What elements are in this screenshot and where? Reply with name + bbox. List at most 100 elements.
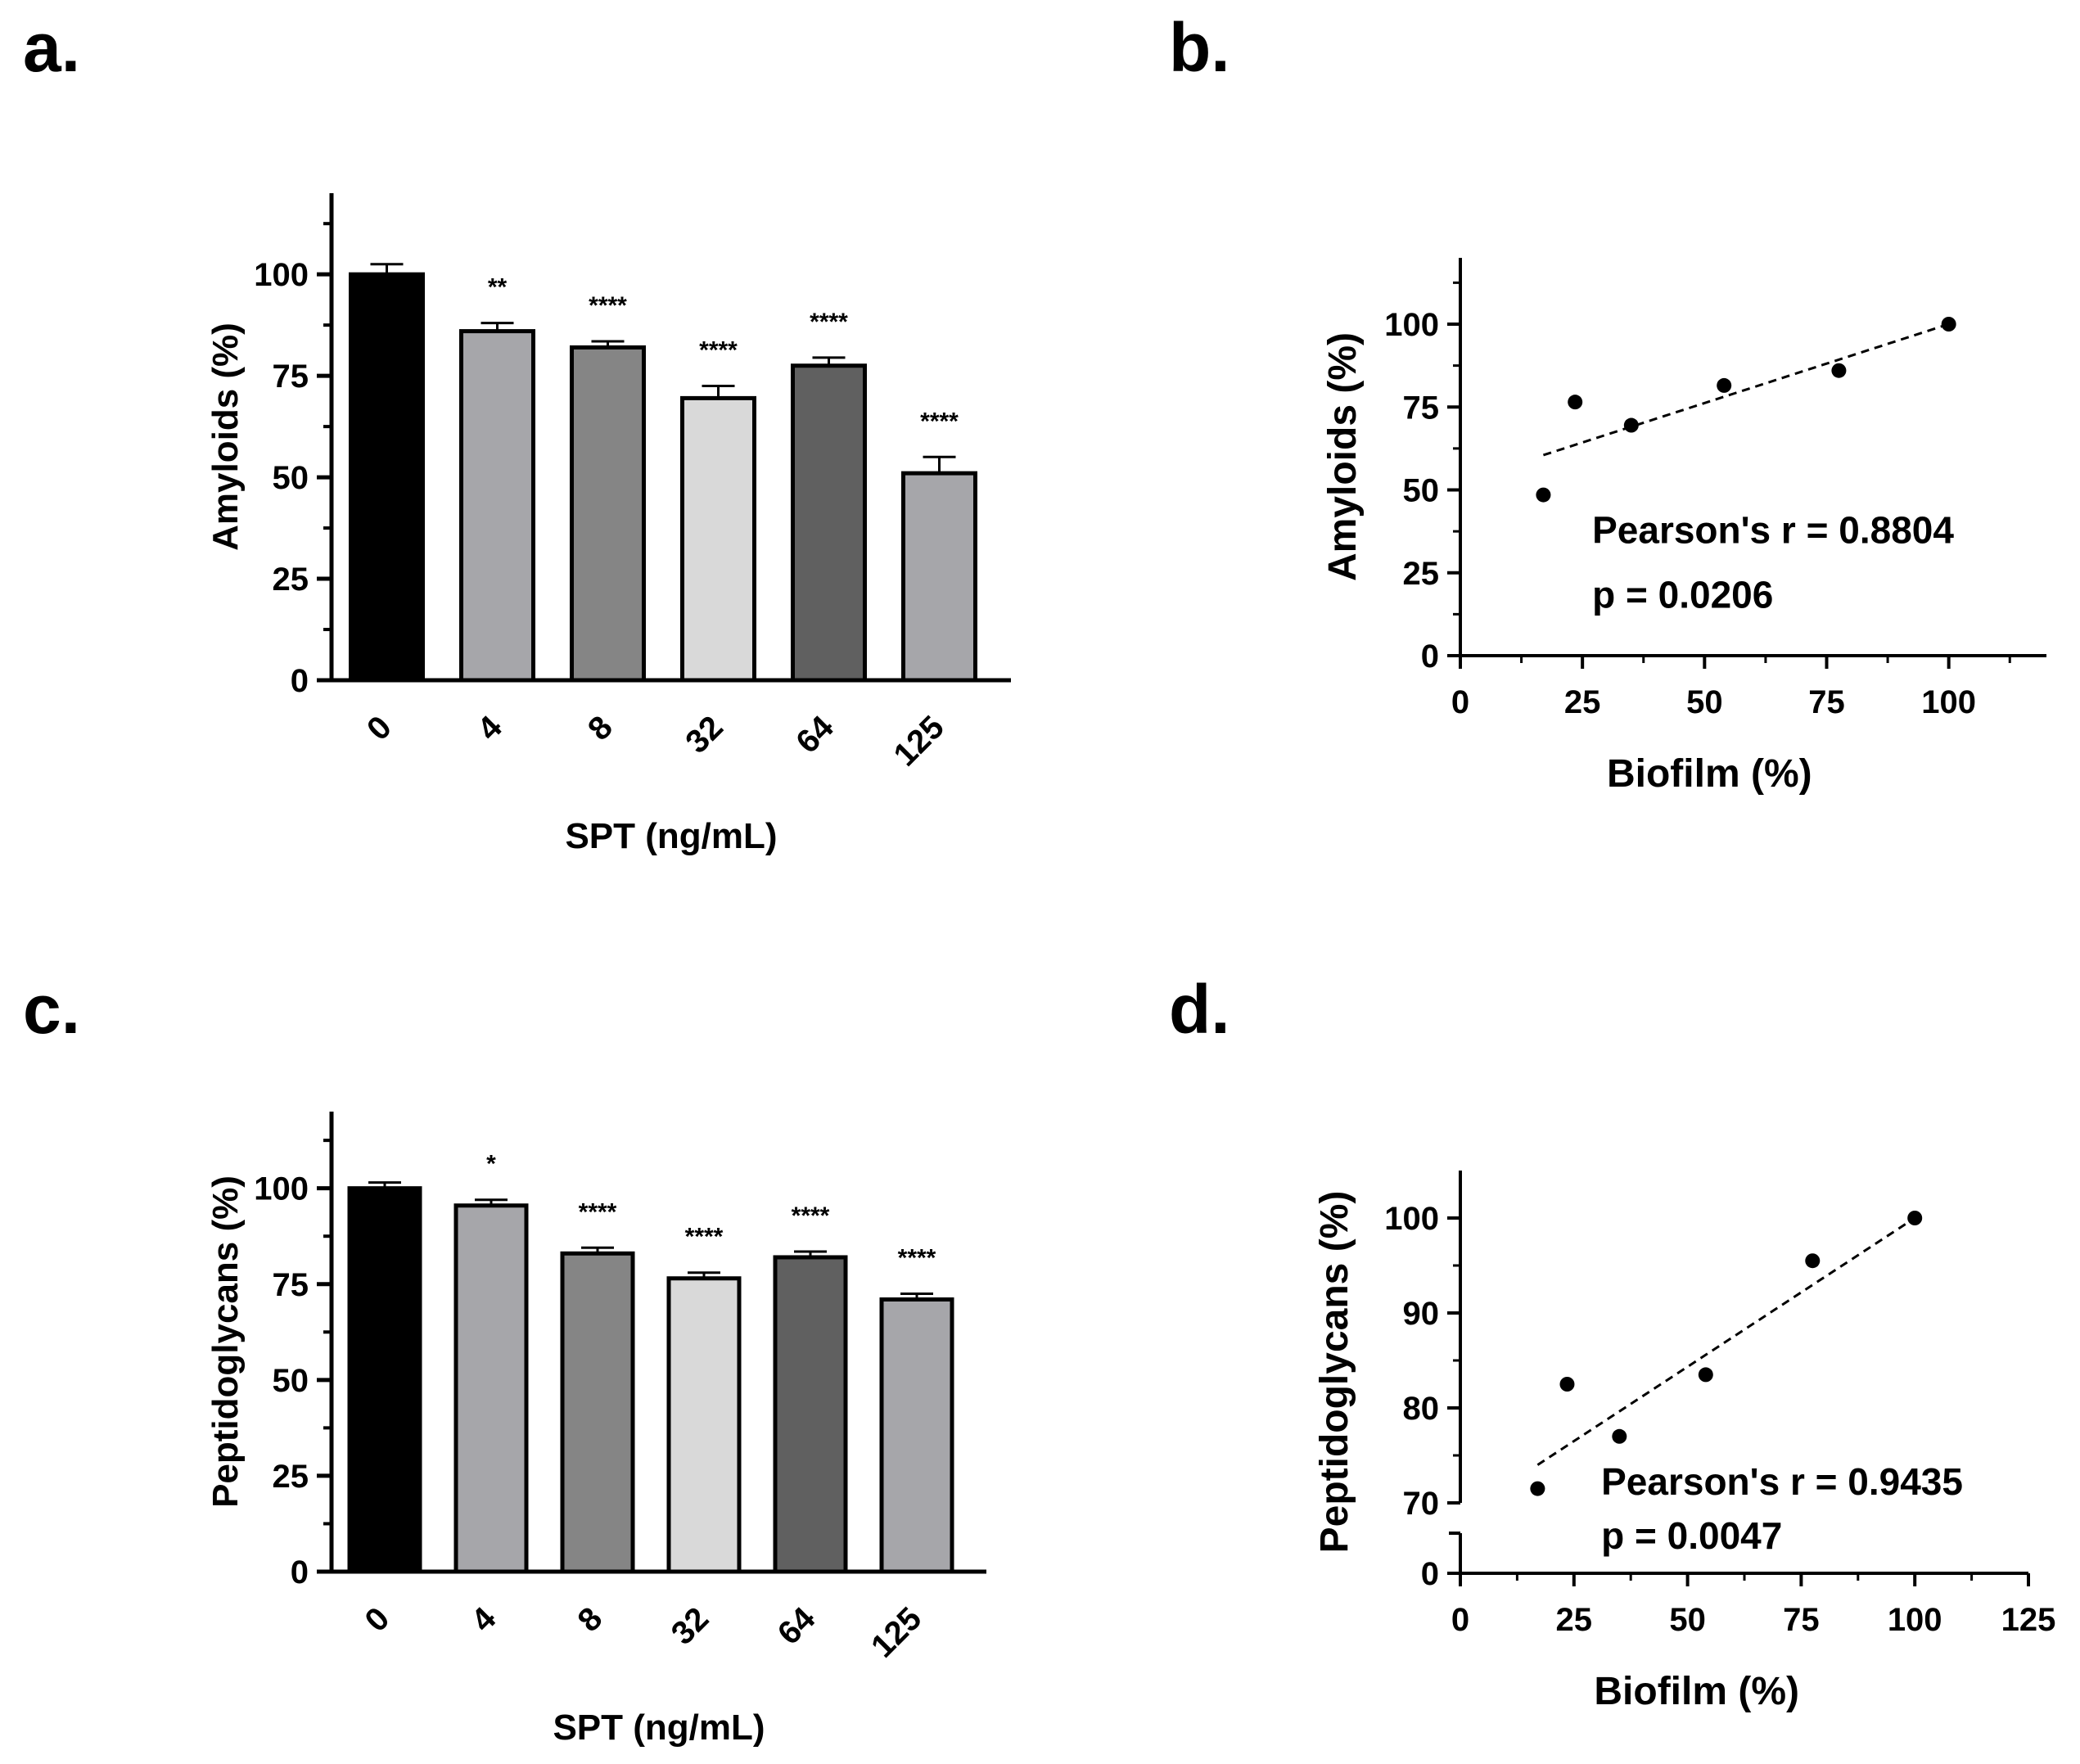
panel-label-b: b. (1169, 9, 1230, 86)
x-tick-label: 32 (679, 709, 730, 760)
x-tick-label: 125 (2001, 1602, 2056, 1638)
y-tick-label: 80 (1403, 1391, 1440, 1427)
significance-label: **** (685, 1224, 724, 1251)
bar-125 (879, 1297, 954, 1574)
bar-4 (459, 329, 535, 683)
x-tick-label: 64 (771, 1600, 823, 1652)
significance-label: **** (810, 309, 848, 336)
x-tick-label: 0 (1451, 1602, 1469, 1638)
y-tick-label: 100 (254, 257, 309, 293)
p-value-annotation: p = 0.0047 (1601, 1514, 1782, 1557)
y-tick-label: 50 (273, 460, 309, 496)
x-tick-label: 64 (789, 709, 841, 760)
x-tick-label: 8 (571, 1600, 610, 1639)
regression-line (1536, 1216, 1916, 1466)
x-tick-label: 0 (360, 709, 399, 747)
y-tick-label: 75 (273, 1267, 309, 1303)
x-tick-label: 0 (1451, 684, 1469, 720)
y-tick-label: 75 (1403, 390, 1440, 426)
bar-125 (901, 471, 977, 683)
pearson-r-annotation: Pearson's r = 0.8804 (1592, 508, 1954, 551)
y-axis-label: Peptidoglycans (%) (205, 1175, 246, 1508)
x-tick-label: 125 (887, 709, 951, 773)
bar-8 (570, 345, 646, 683)
significance-label: **** (920, 408, 959, 435)
bar-chart-c: 0 25 50 75 100 0 * 4 **** 8 **** 32 **** 64 **** 125 Pep… (205, 1112, 986, 1748)
scatter-chart-b: 0 25 50 75 100 0 25 50 75 100 Pearson's r = 0.8804… (1321, 258, 2046, 796)
y-tick-label: 25 (1403, 556, 1440, 592)
pearson-r-annotation: Pearson's r = 0.9435 (1601, 1460, 1963, 1503)
panel-label-a: a. (23, 9, 81, 86)
y-axis-label: Amyloids (%) (205, 323, 246, 551)
x-tick-label: 100 (1888, 1602, 1942, 1638)
data-point (1612, 1428, 1627, 1444)
x-tick-label: 32 (665, 1600, 716, 1652)
data-point (1831, 363, 1847, 378)
x-tick-label: 25 (1564, 684, 1601, 720)
x-axis-label: SPT (ng/mL) (553, 1708, 765, 1748)
significance-label: **** (792, 1202, 830, 1229)
bar-0 (349, 272, 425, 683)
p-value-annotation: p = 0.0206 (1592, 573, 1773, 616)
y-tick-label: 50 (1403, 473, 1440, 509)
data-point (1568, 395, 1583, 410)
significance-label: **** (699, 337, 738, 364)
x-axis-label: Biofilm (%) (1607, 752, 1812, 796)
panel-label-d: d. (1169, 971, 1230, 1048)
data-point (1623, 417, 1639, 433)
y-axis-label: Peptidoglycans (%) (1313, 1191, 1356, 1554)
y-tick-label: 0 (1421, 1556, 1439, 1592)
y-tick-label: 0 (291, 1554, 309, 1590)
scatter-chart-d: 70 80 90 100 00 25 50 75 100 125 Pearson's r = 0.9… (1313, 1171, 2055, 1713)
x-tick-label: 8 (581, 709, 620, 747)
bar-32 (666, 1276, 742, 1574)
y-tick-label: 25 (273, 562, 309, 598)
bar-8 (560, 1251, 635, 1574)
y-tick-label: 100 (1384, 1201, 1439, 1237)
data-point (1717, 377, 1732, 393)
x-axis-label: SPT (ng/mL) (565, 816, 777, 856)
data-point (1941, 317, 1956, 332)
x-tick-label: 100 (1921, 684, 1976, 720)
y-tick-label: 70 (1403, 1486, 1440, 1522)
y-tick-label: 0 (291, 663, 309, 699)
data-point (1530, 1481, 1545, 1496)
bar-chart-a: 0 25 50 75 100 0 ** 4 **** 8 **** 32 **** 64 **** 125 Am… (205, 193, 1011, 856)
x-tick-label: 75 (1783, 1602, 1820, 1638)
x-axis-label: Biofilm (%) (1594, 1670, 1799, 1713)
data-point (1805, 1253, 1821, 1269)
regression-line (1542, 323, 1950, 457)
panel-label-c: c. (23, 971, 81, 1048)
data-point (1559, 1377, 1575, 1392)
y-tick-label: 100 (254, 1171, 309, 1207)
significance-label: * (486, 1151, 496, 1178)
y-tick-label: 25 (273, 1459, 309, 1495)
y-tick-label: 75 (273, 359, 309, 395)
y-tick-label: 0 (1421, 638, 1439, 674)
bar-64 (791, 363, 867, 683)
x-tick-label: 4 (465, 1600, 503, 1639)
y-tick-label: 100 (1384, 307, 1439, 343)
y-tick-label: 50 (273, 1363, 309, 1399)
significance-label: **** (589, 292, 627, 319)
significance-label: ** (488, 274, 508, 301)
x-tick-label: 0 (359, 1600, 397, 1639)
x-tick-label: 50 (1669, 1602, 1706, 1638)
data-point (1536, 487, 1551, 503)
y-axis-label: Amyloids (%) (1321, 332, 1365, 581)
data-point (1907, 1211, 1923, 1225)
y-tick-label: 90 (1403, 1296, 1440, 1332)
bar-64 (773, 1255, 848, 1574)
bar-0 (347, 1186, 422, 1574)
x-tick-label: 4 (471, 709, 509, 747)
x-tick-label: 50 (1686, 684, 1723, 720)
bar-4 (453, 1203, 529, 1574)
x-tick-label: 75 (1808, 684, 1845, 720)
x-tick-label: 125 (864, 1600, 928, 1664)
significance-label: **** (898, 1244, 936, 1271)
significance-label: **** (579, 1198, 617, 1225)
x-tick-label: 25 (1556, 1602, 1593, 1638)
bar-32 (680, 395, 756, 683)
data-point (1698, 1367, 1713, 1383)
